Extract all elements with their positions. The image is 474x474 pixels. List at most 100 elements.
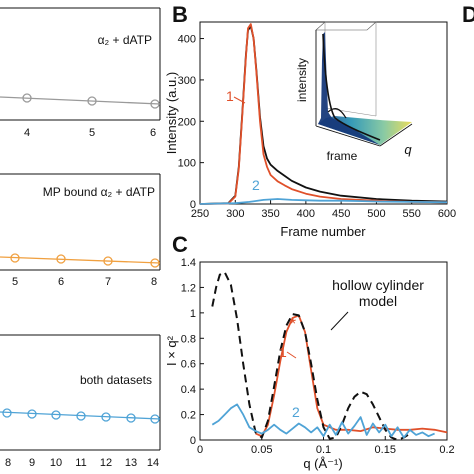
panel-b-x-tick-label: 350 [261, 208, 279, 220]
inset-frame-axis [315, 125, 381, 147]
left-panel-2-tick: 6 [58, 276, 64, 288]
panel-b-series-blue [199, 198, 448, 205]
left-panel-3-point [126, 413, 136, 423]
panel-c-y-tick-label: 0.8 [181, 333, 196, 345]
left-panel-3-point [150, 414, 160, 424]
left-panel-1: α₂ + dATP 4 5 6 [0, 7, 161, 139]
panel-label-d: D [462, 2, 474, 27]
panel-c-y-tick-label: 1 [190, 308, 196, 320]
panel-b-y-tick-label: 200 [178, 116, 196, 128]
left-panel-2-point [150, 258, 160, 268]
panel-b-x-axis-label: Frame number [280, 224, 366, 239]
inset-q-axis [379, 123, 413, 147]
left-panel-3-point [2, 408, 12, 418]
left-panel-3-tick: 14 [147, 457, 159, 469]
left-panel-1-point [87, 96, 97, 106]
panel-c-annotation-1: 1 [279, 344, 287, 360]
left-panel-3-point [76, 411, 86, 421]
panel-b-annotation-2: 2 [252, 177, 260, 193]
panel-c-model-label-leader [330, 311, 349, 331]
left-panel-3-point [51, 410, 61, 420]
left-panel-2: MP bound α₂ + dATP 5 6 7 8 [0, 173, 161, 288]
left-panel-3-point [27, 409, 37, 419]
panel-c-y-axis-label: I × q² [164, 335, 179, 366]
left-panel-1-point [22, 93, 32, 103]
left-panel-2-point [56, 254, 66, 264]
panel-c-chart: 0 0.05 0.1 0.15 0.2 0 0.2 0.4 0.6 0.8 1 1.2 1.4 q (Å… [164, 257, 455, 471]
left-panel-3-point [101, 412, 111, 422]
panel-b-x-tick-label: 250 [191, 208, 209, 220]
panel-b-chart: 250 300 350 400 450 500 550 600 0 100 200 300 400 Fr… [164, 21, 457, 239]
left-column-panels: α₂ + dATP 4 5 6 MP bound α₂ + dATP 5 6 7… [0, 7, 161, 469]
left-panel-2-label: MP bound α₂ + dATP [43, 185, 155, 199]
panel-b-x-tick-label: 300 [226, 208, 244, 220]
panel-c-annotation-1-leader [286, 351, 297, 359]
left-panel-3-tick: 8 [5, 457, 11, 469]
left-panel-3-label: both datasets [80, 373, 152, 387]
panel-c-annotation-2: 2 [292, 404, 300, 420]
panel-b-ticks: 250 300 350 400 450 500 550 600 0 100 200 300 400 [178, 34, 457, 220]
left-panel-3-tick: 10 [50, 457, 62, 469]
panel-c-series-black-dashed [211, 271, 411, 441]
panel-b-y-tick-label: 100 [178, 158, 196, 170]
panel-b-x-tick-label: 550 [403, 208, 421, 220]
left-panel-2-series-line [0, 256, 161, 264]
left-panel-1-point [150, 99, 160, 109]
panel-c-x-tick-label: 0.05 [251, 444, 272, 456]
left-panel-3-tick: 9 [29, 457, 35, 469]
panel-c-x-tick-label: 0.2 [439, 444, 454, 456]
left-panel-2-point [10, 253, 20, 263]
panel-c-y-tick-label: 0.4 [181, 384, 196, 396]
left-panel-3: both datasets 8 9 10 11 12 13 14 [0, 334, 161, 469]
inset-surface-ridge [322, 33, 381, 141]
panel-c-y-tick-label: 1.4 [181, 257, 196, 269]
panel-c-series-blue [211, 403, 435, 439]
left-panel-3-tick: 11 [75, 457, 86, 469]
panel-c-peak-star: * [290, 316, 296, 333]
panel-b-x-tick-label: 600 [438, 208, 456, 220]
panel-c-y-tick-label: 0.2 [181, 410, 196, 422]
left-panel-1-label: α₂ + dATP [98, 33, 152, 47]
left-panel-3-tick: 12 [100, 457, 112, 469]
left-panel-1-tick: 5 [89, 127, 95, 139]
left-panel-2-point [103, 256, 113, 266]
left-panel-3-tick: 13 [125, 457, 137, 469]
panel-b-annotation-1: 1 [226, 88, 234, 104]
left-panel-3-series-line [0, 411, 161, 420]
panel-b-y-tick-label: 0 [190, 199, 196, 211]
left-panel-1-tick: 4 [24, 127, 30, 139]
panel-b-y-tick-label: 300 [178, 75, 196, 87]
panel-b-x-tick-label: 450 [332, 208, 350, 220]
panel-b-y-axis-label: Intensity (a.u.) [164, 72, 179, 154]
left-panel-1-tick: 6 [150, 127, 156, 139]
panel-c-model-label-line2: model [359, 293, 397, 309]
left-panel-2-tick: 7 [105, 276, 111, 288]
panel-b-inset-3d-plot: intensity frame q [295, 21, 413, 163]
panel-c-x-tick-label: 0.1 [316, 444, 331, 456]
inset-y-label: intensity [295, 58, 309, 102]
panel-c-x-tick-label: 0 [197, 444, 203, 456]
panel-b-series [199, 23, 448, 205]
panel-c-series [211, 271, 448, 441]
inset-surface-ridge-secondary [327, 108, 347, 119]
panel-c-y-tick-label: 1.2 [181, 282, 196, 294]
left-panel-1-series-line [0, 96, 161, 105]
panel-c-y-tick-label: 0 [190, 435, 196, 447]
panel-c-model-label-line1: hollow cylinder [332, 277, 424, 293]
panel-b-frame [199, 21, 448, 205]
panel-label-c: C [172, 232, 188, 257]
panel-b-y-tick-label: 400 [178, 34, 196, 46]
panel-b-annotation-1-leader [233, 96, 246, 104]
panel-b-x-tick-label: 500 [367, 208, 385, 220]
left-panel-2-tick: 8 [151, 276, 157, 288]
panel-c-y-tick-label: 0.6 [181, 359, 196, 371]
panel-label-b: B [172, 2, 188, 27]
panel-c-ticks: 0 0.05 0.1 0.15 0.2 0 0.2 0.4 0.6 0.8 1 1.2 1.4 [181, 257, 455, 456]
panel-c-x-tick-label: 0.15 [375, 444, 396, 456]
inset-z-label: q [404, 142, 412, 157]
panel-b-series-red [199, 23, 448, 205]
inset-x-label: frame [327, 149, 358, 163]
left-panel-2-tick: 5 [12, 276, 18, 288]
panel-c-x-axis-label: q (Å⁻¹) [303, 456, 342, 471]
